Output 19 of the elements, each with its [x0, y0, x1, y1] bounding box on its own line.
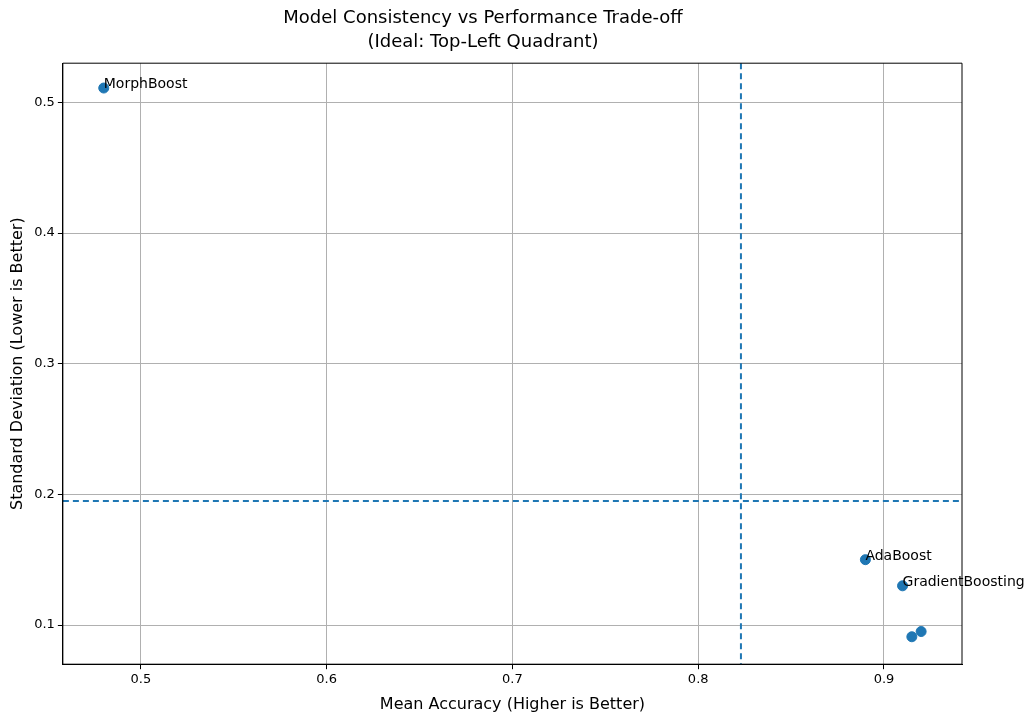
x-tick-label: 0.8 — [687, 671, 709, 687]
chart-subtitle: (Ideal: Top-Left Quadrant) — [367, 30, 599, 52]
y-tick-label: 0.3 — [34, 355, 55, 371]
y-axis-title: Standard Deviation (Lower is Better) — [6, 217, 26, 511]
point — [915, 626, 927, 638]
y-tick-label: 0.5 — [34, 93, 55, 109]
annotation: GradientBoosting — [902, 572, 1025, 589]
chart-title: Model Consistency vs Performance Trade-off — [283, 6, 684, 28]
y-tick-label: 0.2 — [34, 485, 55, 501]
annotation: AdaBoost — [865, 546, 933, 563]
x-tick-label: 0.6 — [316, 671, 338, 687]
point — [906, 631, 918, 643]
y-tick-label: 0.4 — [34, 224, 55, 240]
x-tick-label: 0.7 — [502, 671, 523, 687]
x-tick-label: 0.9 — [873, 671, 895, 687]
annotation: MorphBoost — [103, 75, 188, 92]
x-tick-label: 0.5 — [130, 671, 152, 687]
y-tick-label: 0.1 — [34, 616, 55, 632]
x-axis-title: Mean Accuracy (Higher is Better) — [379, 693, 646, 713]
